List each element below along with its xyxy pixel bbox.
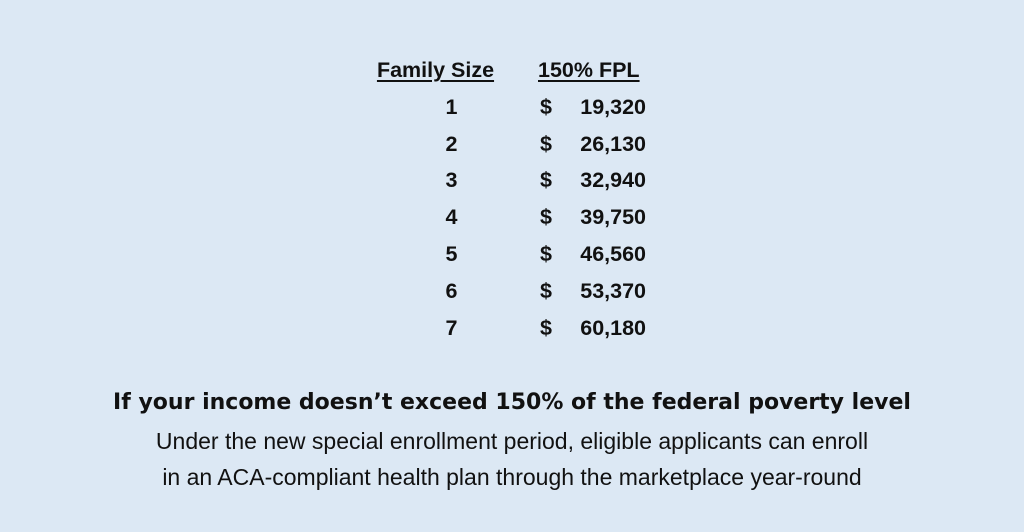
fpl-cell: $60,180 <box>516 310 646 347</box>
table-row: 6 $53,370 <box>355 273 646 310</box>
currency-symbol: $ <box>540 131 552 156</box>
currency-symbol: $ <box>540 205 552 230</box>
fpl-cell: $26,130 <box>516 126 646 163</box>
currency-symbol: $ <box>540 278 552 303</box>
fpl-cell: $53,370 <box>516 273 646 310</box>
table-row: 2 $26,130 <box>355 126 646 163</box>
fpl-amount: 39,750 <box>580 205 646 230</box>
table-row: 1 $19,320 <box>355 89 646 126</box>
table-header-row: Family Size 150% FPL <box>355 52 646 89</box>
fpl-cell: $19,320 <box>516 89 646 126</box>
fpl-amount: 53,370 <box>580 278 646 303</box>
table-row: 4 $39,750 <box>355 199 646 236</box>
currency-symbol: $ <box>540 168 552 193</box>
fpl-amount: 60,180 <box>580 315 646 340</box>
fpl-table: Family Size 150% FPL 1 $19,320 2 $26,130… <box>355 52 646 346</box>
fpl-cell: $39,750 <box>516 199 646 236</box>
table-row: 5 $46,560 <box>355 236 646 273</box>
fpl-header: 150% FPL <box>538 58 640 82</box>
fpl-amount: 26,130 <box>580 131 646 156</box>
fpl-cell: $46,560 <box>516 236 646 273</box>
caption-headline: If your income doesn’t exceed 150% of th… <box>113 390 911 415</box>
table-row: 3 $32,940 <box>355 162 646 199</box>
currency-symbol: $ <box>540 94 552 119</box>
fpl-cell: $32,940 <box>516 162 646 199</box>
family-size-cell: 1 <box>445 94 458 119</box>
fpl-amount: 32,940 <box>580 168 646 193</box>
fpl-amount: 46,560 <box>580 241 646 266</box>
family-size-cell: 2 <box>445 131 458 156</box>
family-size-header: Family Size <box>376 58 495 82</box>
family-size-cell: 6 <box>445 278 458 303</box>
currency-symbol: $ <box>540 241 552 266</box>
family-size-cell: 7 <box>445 315 458 340</box>
family-size-cell: 3 <box>445 168 458 193</box>
caption-line-1: Under the new special enrollment period,… <box>155 428 869 454</box>
caption-line-2: in an ACA-compliant health plan through … <box>162 464 862 490</box>
currency-symbol: $ <box>540 315 552 340</box>
family-size-cell: 4 <box>445 205 458 230</box>
table-row: 7 $60,180 <box>355 310 646 347</box>
family-size-cell: 5 <box>445 241 458 266</box>
fpl-amount: 19,320 <box>580 94 646 119</box>
